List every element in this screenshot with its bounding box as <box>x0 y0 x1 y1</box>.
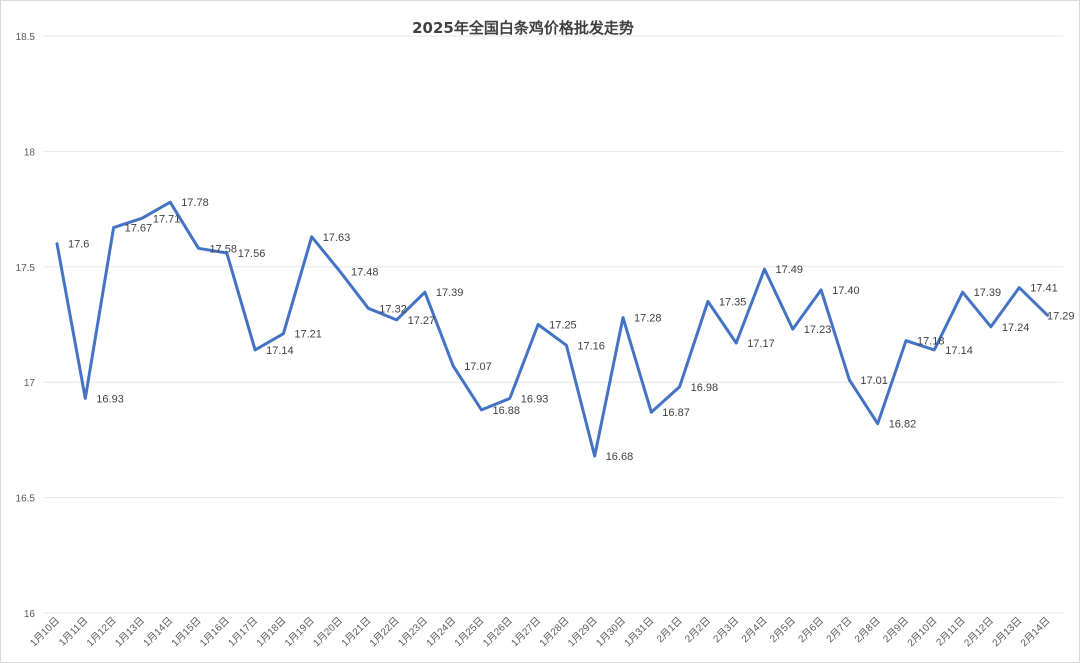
data-label: 16.88 <box>493 405 521 417</box>
data-label: 16.68 <box>606 451 634 463</box>
data-label: 17.32 <box>379 303 407 315</box>
data-label: 17.07 <box>464 361 492 373</box>
x-tick-label: 2月2日 <box>683 615 713 645</box>
x-tick-label: 1月24日 <box>424 615 458 649</box>
data-label: 17.40 <box>832 285 860 297</box>
data-label: 17.01 <box>860 375 888 387</box>
data-label: 17.39 <box>436 287 464 299</box>
data-label: 17.35 <box>719 296 747 308</box>
y-tick-label: 17.5 <box>16 263 36 274</box>
y-tick-label: 16 <box>24 609 36 620</box>
y-tick-label: 17 <box>24 378 36 389</box>
data-label: 17.24 <box>1002 322 1030 334</box>
x-tick-label: 1月22日 <box>367 615 401 649</box>
data-label: 17.63 <box>323 232 351 244</box>
data-label: 17.29 <box>1047 310 1075 322</box>
series-line-group <box>55 200 1049 458</box>
data-label: 17.41 <box>1030 283 1058 295</box>
data-label: 17.25 <box>549 320 577 332</box>
x-tick-label: 1月20日 <box>311 615 345 649</box>
data-label: 16.93 <box>96 393 124 405</box>
x-tick-label: 2月1日 <box>654 615 684 645</box>
data-label: 17.16 <box>577 340 605 352</box>
x-tick-label: 2月6日 <box>796 615 826 645</box>
data-label: 17.27 <box>408 315 436 327</box>
x-tick-label: 1月16日 <box>197 615 231 649</box>
x-tick-label: 2月11日 <box>934 615 968 649</box>
x-tick-label: 1月21日 <box>339 615 373 649</box>
data-label: 17.56 <box>238 248 266 260</box>
data-label: 17.48 <box>351 266 379 278</box>
data-label: 17.18 <box>917 336 945 348</box>
data-label: 17.71 <box>153 213 181 225</box>
x-tick-label: 1月29日 <box>565 615 599 649</box>
x-tick-label: 2月13日 <box>990 615 1024 649</box>
chart-title: 2025年全国白条鸡价格批发走势 <box>412 19 634 37</box>
y-tick-label: 16.5 <box>16 494 36 505</box>
data-label: 17.58 <box>210 243 238 255</box>
x-tick-label: 1月12日 <box>84 615 118 649</box>
data-label: 17.14 <box>266 345 294 357</box>
x-tick-label: 1月23日 <box>396 615 430 649</box>
y-axis-ticks: 16 16.5 17 17.5 18 18.5 <box>16 32 36 620</box>
x-tick-label: 1月26日 <box>480 615 514 649</box>
x-tick-label: 1月30日 <box>594 615 628 649</box>
data-label: 17.23 <box>804 324 832 336</box>
x-tick-label: 2月10日 <box>905 615 939 649</box>
data-label: 16.82 <box>889 419 917 431</box>
data-label: 17.78 <box>181 197 209 209</box>
x-tick-label: 1月28日 <box>537 615 571 649</box>
data-label: 17.6 <box>68 239 89 251</box>
data-label: 17.49 <box>776 264 804 276</box>
x-tick-label: 2月14日 <box>1018 615 1052 649</box>
data-label: 17.39 <box>974 287 1002 299</box>
x-tick-label: 2月12日 <box>962 615 996 649</box>
data-label: 17.17 <box>747 338 775 350</box>
y-tick-label: 18.5 <box>16 32 36 43</box>
x-tick-label: 2月5日 <box>767 615 797 645</box>
data-label: 17.28 <box>634 313 662 325</box>
x-tick-label: 1月31日 <box>622 615 656 649</box>
x-tick-label: 2月7日 <box>824 615 854 645</box>
x-tick-label: 1月25日 <box>452 615 486 649</box>
series-line <box>55 200 1049 458</box>
x-tick-label: 1月13日 <box>113 615 147 649</box>
gridlines <box>43 35 1063 614</box>
data-label: 16.98 <box>691 382 719 394</box>
data-label: 17.21 <box>294 329 322 341</box>
x-tick-label: 1月17日 <box>226 615 260 649</box>
x-axis-ticks: 1月10日1月11日1月12日1月13日1月14日1月15日1月16日1月17日… <box>28 615 1053 649</box>
data-label: 17.14 <box>945 345 973 357</box>
x-tick-label: 1月19日 <box>282 615 316 649</box>
data-label: 16.93 <box>521 393 549 405</box>
x-tick-label: 1月18日 <box>254 615 288 649</box>
x-tick-label: 1月14日 <box>141 615 175 649</box>
x-tick-label: 1月15日 <box>169 615 203 649</box>
x-tick-label: 1月11日 <box>57 615 91 649</box>
x-tick-label: 2月8日 <box>852 615 882 645</box>
x-tick-label: 2月3日 <box>711 615 741 645</box>
data-label: 17.67 <box>125 223 153 235</box>
x-tick-label: 2月4日 <box>739 615 769 645</box>
data-label: 16.87 <box>662 407 690 419</box>
x-tick-label: 1月27日 <box>509 615 543 649</box>
y-tick-label: 18 <box>24 147 36 158</box>
